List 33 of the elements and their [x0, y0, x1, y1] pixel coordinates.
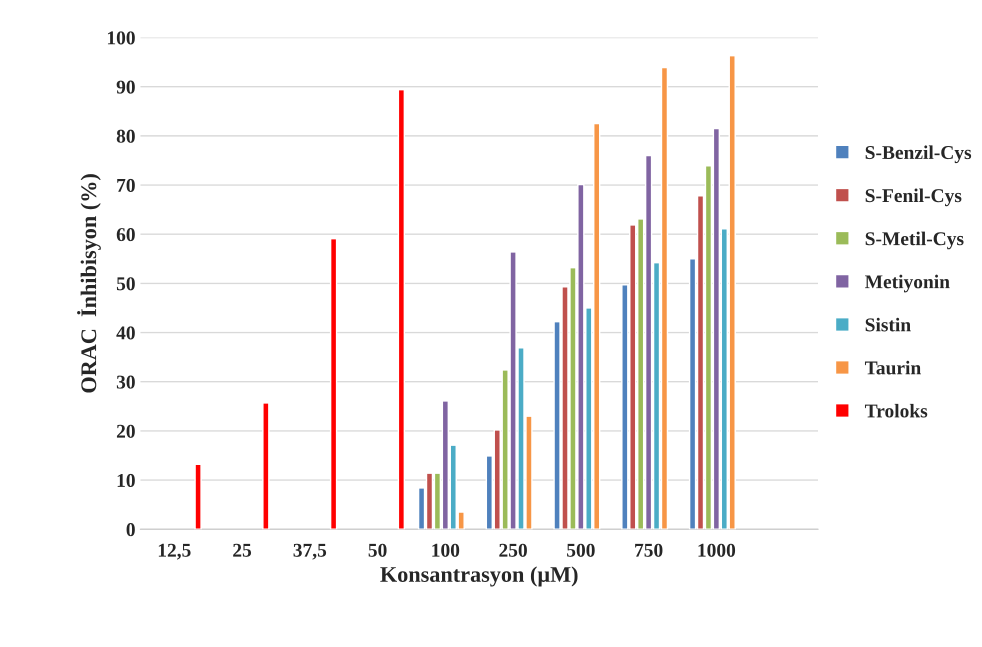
legend-label: Troloks [864, 404, 928, 418]
y-tick-label: 80 [116, 130, 135, 143]
x-tick-label: 500 [567, 544, 595, 557]
x-tick-label: 25 [233, 544, 252, 557]
legend-label: S-Benzil-Cys [866, 145, 972, 164]
x-tick-label: 250 [499, 544, 527, 557]
y-tick-label: 30 [116, 376, 135, 389]
y-tick-label: 70 [117, 178, 135, 192]
y-axis-title: ORAC İnhibisyon (%) [77, 174, 101, 393]
bar [398, 88, 406, 530]
x-tick-label: 37,5 [294, 544, 326, 560]
x-axis-title: Konsantrasyon (µM) [380, 566, 578, 587]
x-tick-label: 750 [635, 544, 662, 557]
legend-label: S-Fenil-Cys [866, 188, 962, 206]
y-tick-label: 90 [116, 80, 135, 94]
y-tick-label: 40 [116, 326, 135, 340]
legend-label: Taurin [864, 360, 921, 375]
y-tick-label: 20 [116, 424, 135, 438]
y-tick-label: 10 [118, 474, 135, 488]
bar [194, 464, 202, 530]
x-tick-label: 12,5 [158, 544, 191, 560]
legend-label: Metiyonin [865, 274, 950, 292]
x-tick-label: 1000 [698, 544, 736, 557]
y-tick-label: 0 [126, 523, 135, 536]
x-tick-label: 100 [432, 544, 460, 557]
bar [330, 238, 338, 530]
y-tick-label: 100 [108, 31, 135, 44]
y-tick-label: 60 [116, 228, 135, 242]
legend-label: Sistin [866, 318, 911, 332]
legend-label: S-Metil-Cys [866, 232, 964, 250]
x-tick-label: 50 [368, 544, 387, 557]
y-tick-label: 50 [116, 277, 135, 290]
bar [262, 402, 270, 530]
